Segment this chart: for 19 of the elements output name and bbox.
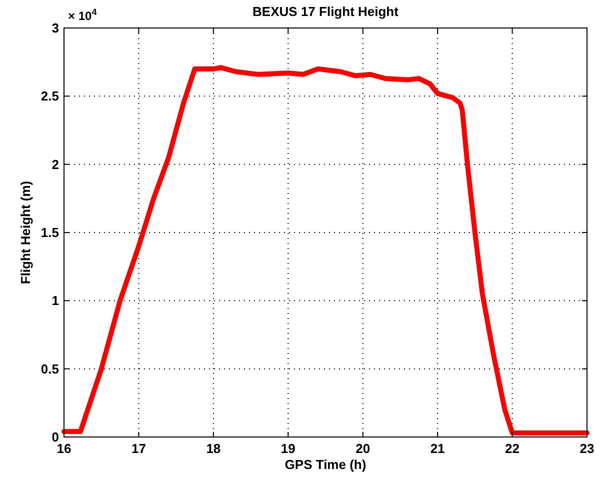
x-tick-label: 19	[280, 441, 296, 456]
x-axis-title: GPS Time (h)	[284, 457, 366, 472]
chart-title: BEXUS 17 Flight Height	[252, 4, 400, 19]
x-tick-label: 18	[206, 441, 221, 456]
y-tick-label: 0.5	[40, 361, 59, 376]
y-axis-title: Flight Height (m)	[18, 180, 33, 284]
y-tick-label: 1	[52, 293, 59, 308]
y-tick-label: 2.5	[40, 88, 59, 104]
x-tick-label: 16	[56, 441, 72, 456]
x-tick-label: 23	[580, 441, 594, 456]
x-tick-label: 22	[505, 441, 520, 456]
x-tick-label: 20	[356, 441, 370, 456]
x-tick-label: 17	[131, 441, 146, 456]
y-tick-label: 1.5	[40, 225, 59, 240]
x-tick-label: 21	[430, 441, 445, 456]
y-tick-label: 0	[52, 430, 59, 445]
text: × 10$^{4}$	[68, 7, 97, 23]
y-tick-label: 2	[52, 156, 59, 172]
y-tick-label: 3	[52, 20, 59, 36]
